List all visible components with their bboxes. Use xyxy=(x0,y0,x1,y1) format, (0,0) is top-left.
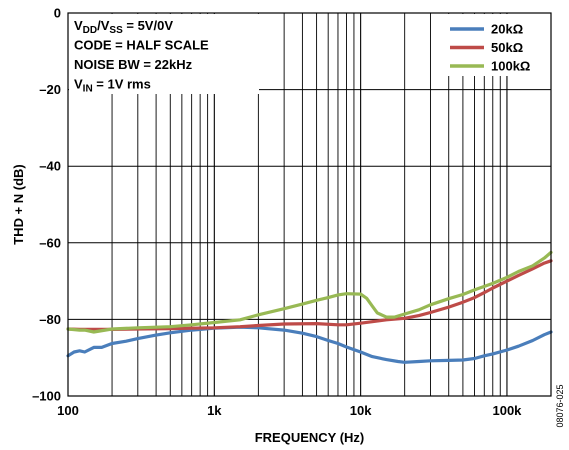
condition-text-part: NOISE BW = 22kHz xyxy=(74,57,193,72)
legend: 20kΩ 50kΩ 100kΩ xyxy=(444,14,550,76)
x-tick-label: 100k xyxy=(492,403,522,418)
condition-text-part: V xyxy=(74,18,83,33)
figure-id: 08076-025 xyxy=(555,384,565,427)
y-tick-label: –40 xyxy=(39,159,61,174)
condition-text-part: = 1V rms xyxy=(93,77,151,92)
x-tick-label: 100 xyxy=(57,403,79,418)
x-tick-label: 10k xyxy=(350,403,372,418)
legend-label: 50kΩ xyxy=(491,40,523,55)
y-tick-label: 0 xyxy=(54,6,61,21)
x-tick-label: 1k xyxy=(207,403,222,418)
condition-text-part: CODE = HALF SCALE xyxy=(74,38,209,53)
y-tick-label: –60 xyxy=(39,235,61,250)
x-axis-title: FREQUENCY (Hz) xyxy=(255,430,365,445)
condition-line: NOISE BW = 22kHz xyxy=(74,57,193,72)
y-tick-label: –80 xyxy=(39,312,61,327)
plot-border xyxy=(67,12,552,397)
legend-label: 20kΩ xyxy=(491,22,523,37)
y-axis-title: THD + N (dB) xyxy=(11,164,26,245)
tick-labels: 100 1k 10k 100k 0 –20 –40 –60 –80 –100 xyxy=(32,6,522,419)
data-series xyxy=(66,250,553,364)
condition-text-part: IN xyxy=(83,83,93,94)
condition-line: CODE = HALF SCALE xyxy=(74,38,209,53)
condition-text-part: = 5V/0V xyxy=(123,18,174,33)
condition-line: VIN = 1V rms xyxy=(74,77,151,95)
series-line-3 xyxy=(66,250,553,334)
condition-text-part: SS xyxy=(109,25,123,36)
condition-line: VDD/VSS = 5V/0V xyxy=(74,18,173,36)
y-tick-label: –20 xyxy=(39,82,61,97)
plot-frame xyxy=(67,12,552,397)
conditions-box-background xyxy=(69,14,259,94)
y-tick-label: –100 xyxy=(32,389,61,404)
condition-text-part: V xyxy=(74,77,83,92)
series-line-2 xyxy=(66,259,553,331)
condition-text-part: DD xyxy=(83,25,97,36)
legend-label: 100kΩ xyxy=(491,59,530,74)
condition-text-part: /V xyxy=(97,18,110,33)
series-line-1 xyxy=(66,325,553,364)
